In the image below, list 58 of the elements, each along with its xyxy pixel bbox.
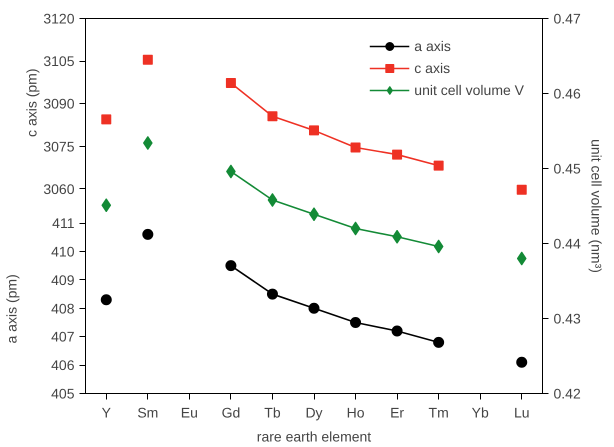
point (392, 150, 402, 160)
x-tick-label: Lu (514, 404, 530, 420)
point (101, 114, 112, 124)
x-tick-label: Dy (305, 404, 323, 420)
point (142, 228, 154, 240)
point (225, 260, 236, 272)
y3-tick-label: 3120 (43, 10, 75, 26)
point (142, 54, 153, 65)
y3-tick-label: 3060 (43, 180, 75, 197)
x-tick-label: Ho (346, 404, 365, 420)
x-tick-label: Y (102, 404, 112, 420)
y2-tick-label: 0.44 (554, 236, 581, 252)
point (350, 142, 361, 152)
y2-axis-title: unit cell volume (nm³) (588, 139, 605, 273)
y2-tick-label: 0.45 (554, 160, 581, 176)
x-tick-label: Yb (472, 404, 489, 420)
point (434, 160, 444, 171)
x-axis-title: rare earth element (256, 428, 372, 444)
point (308, 302, 320, 314)
y2-tick-label: 0.42 (554, 386, 581, 402)
point (267, 111, 278, 122)
y-axis-title: a axis (pm) (4, 274, 20, 344)
point (266, 288, 278, 300)
point (226, 78, 236, 88)
point (350, 222, 360, 236)
x-tick-label: Sm (137, 404, 158, 420)
y-tick-label: 405 (51, 386, 75, 402)
y3-tick-label: 3075 (43, 138, 75, 154)
x-tick-label: Gd (222, 404, 240, 420)
x-tick-label: Eu (180, 404, 198, 420)
x-tick-label: Tb (264, 404, 281, 420)
y-tick-label: 407 (51, 328, 75, 345)
point (433, 336, 444, 348)
y-tick-label: 408 (51, 300, 75, 316)
y-tick-label: 410 (51, 243, 75, 260)
legend-label: c axis (414, 60, 450, 76)
y2-tick-label: 0.47 (554, 10, 581, 26)
legend-label: a axis (414, 38, 451, 54)
y3-tick-label: 3090 (43, 96, 75, 112)
y-tick-label: 406 (51, 357, 75, 374)
y-tick-label: 409 (51, 272, 75, 288)
y2-tick-label: 0.46 (554, 86, 581, 102)
x-tick-label: Er (390, 404, 404, 420)
point (392, 326, 403, 336)
point (309, 125, 319, 136)
point (142, 136, 153, 150)
point (100, 294, 112, 306)
x-tick-label: Tm (428, 404, 449, 420)
point (268, 193, 278, 207)
legend-label: unit cell volume V (414, 82, 524, 98)
point (226, 164, 236, 178)
y2-tick-label: 0.43 (554, 310, 581, 326)
y-tick-label: 411 (52, 215, 75, 232)
point (101, 198, 112, 212)
y3-axis-title: c axis (pm) (24, 68, 40, 137)
y3-tick-label: 3105 (43, 53, 75, 70)
point (350, 316, 362, 328)
point (434, 240, 444, 254)
